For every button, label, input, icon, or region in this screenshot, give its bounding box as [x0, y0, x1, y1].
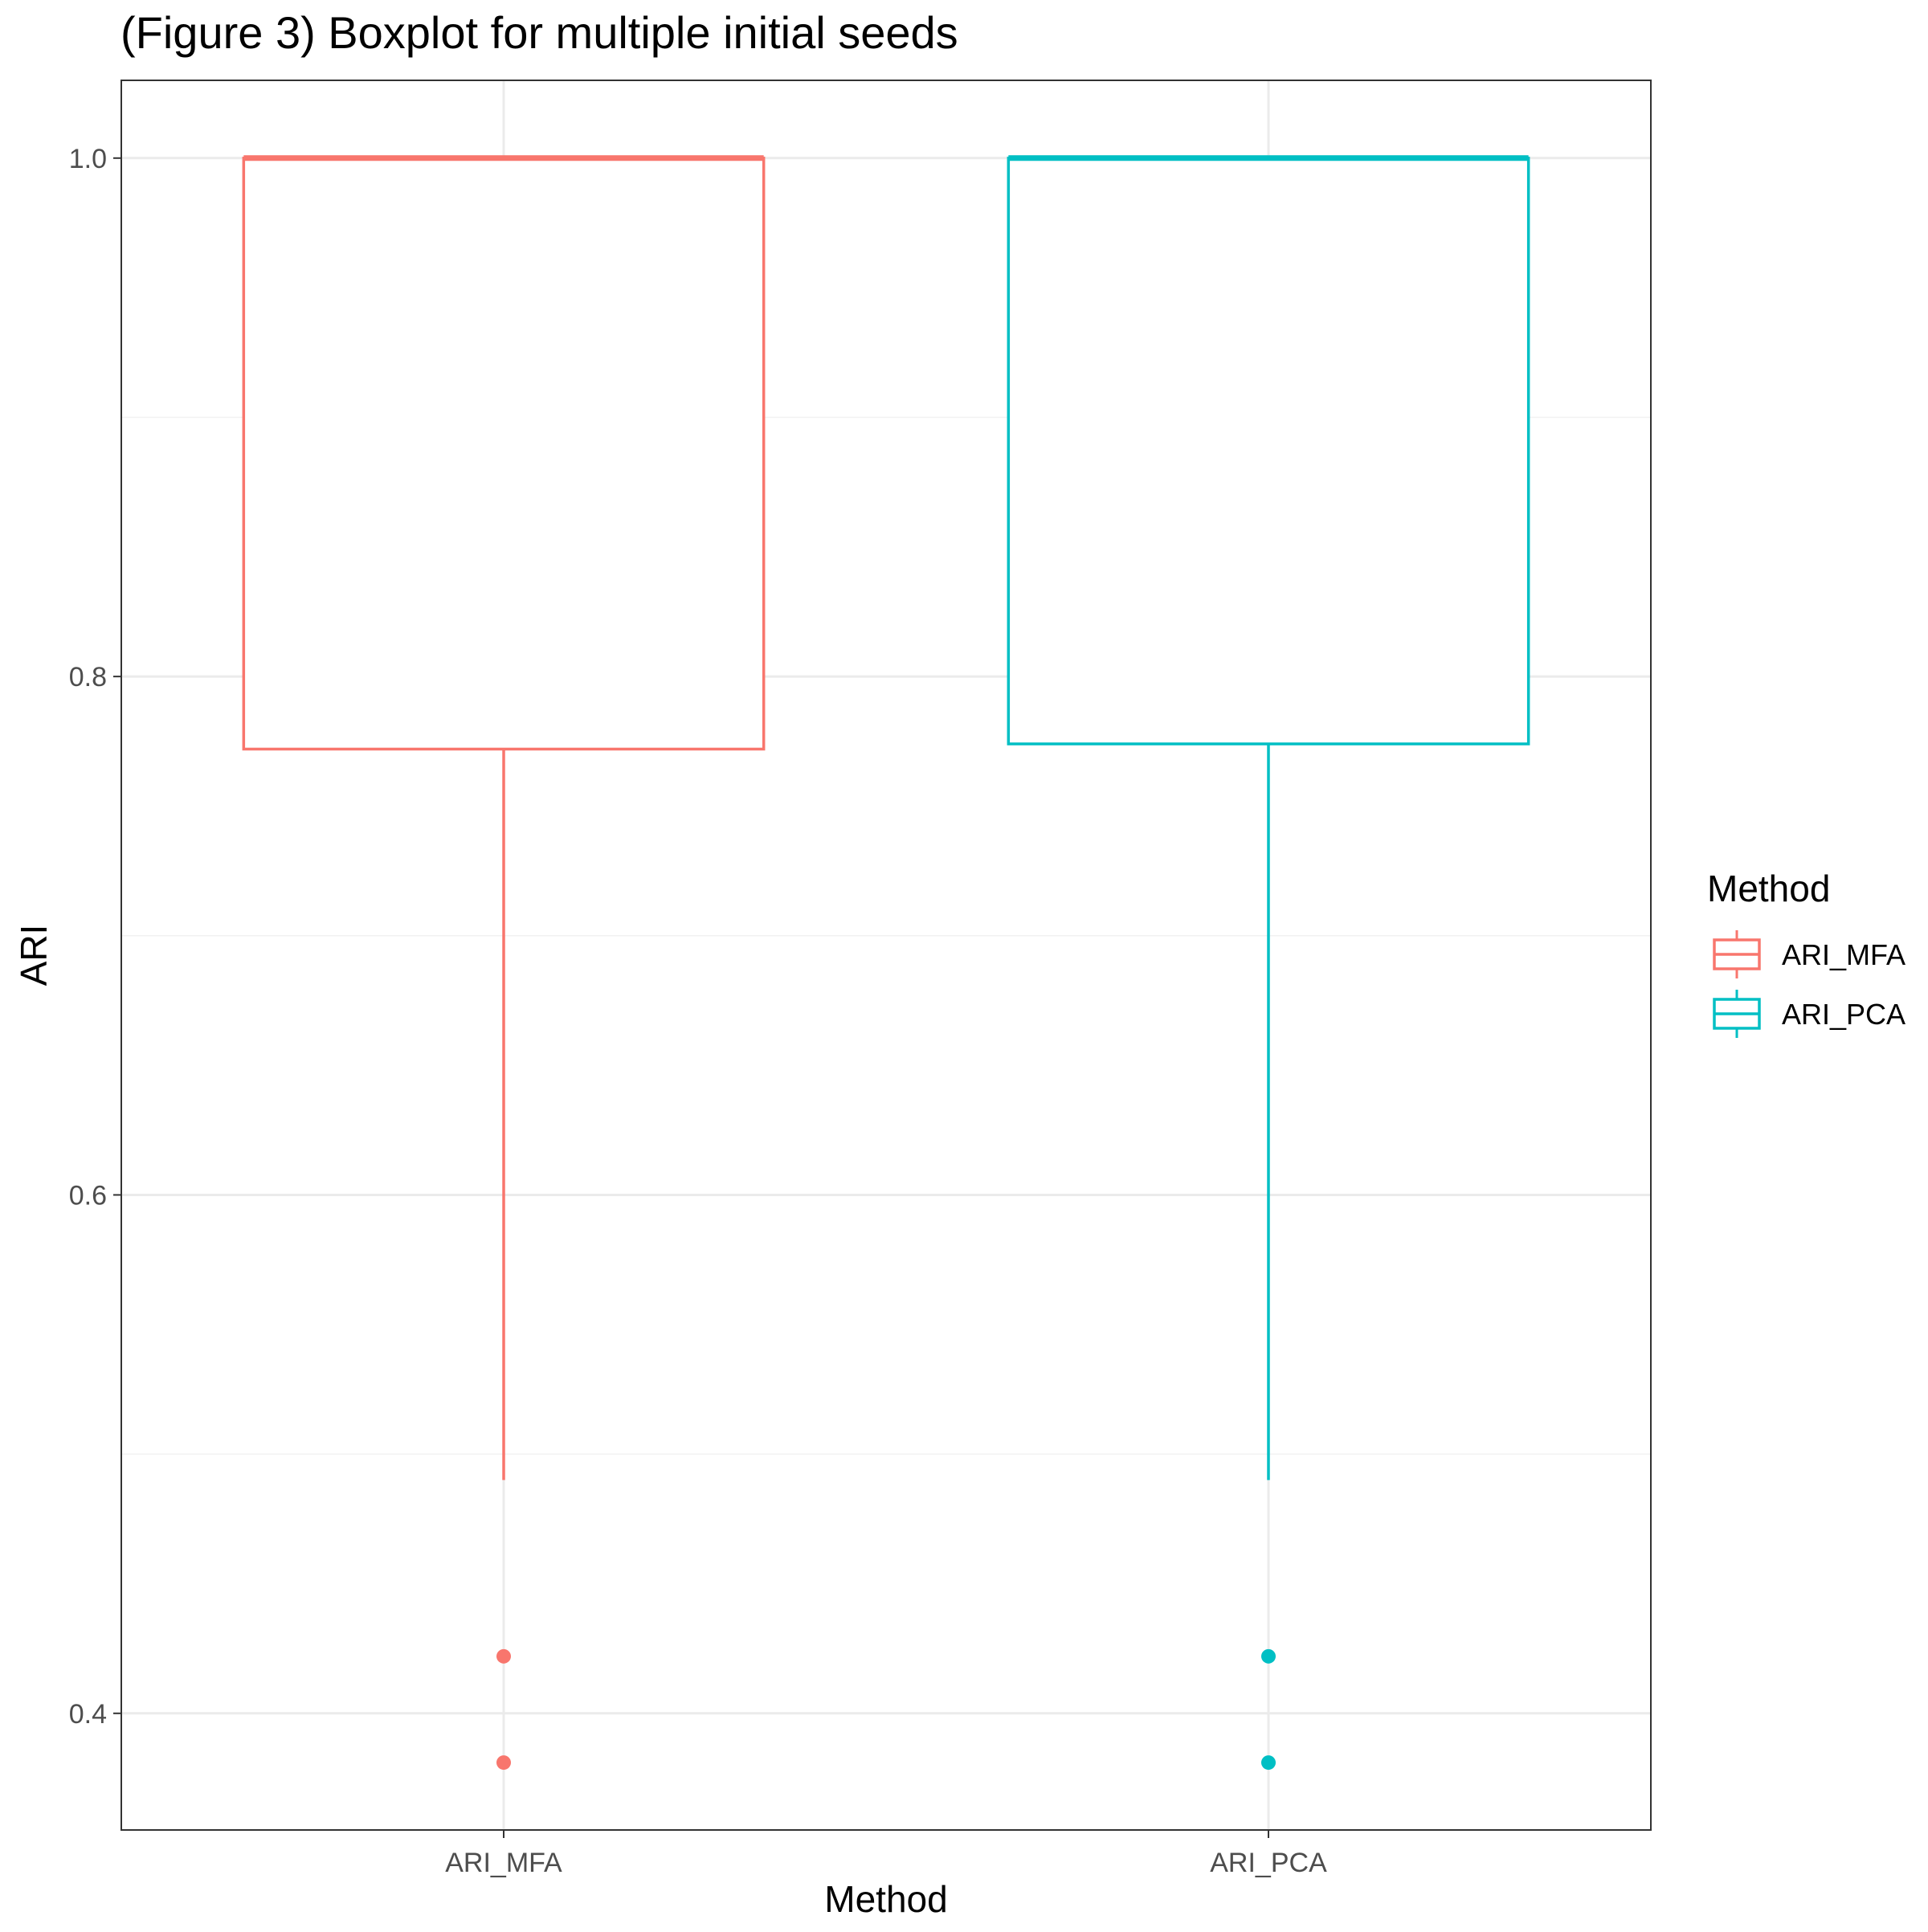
chart-title: (Figure 3) Boxplot for multiple initial …	[120, 7, 958, 58]
y-tick-label: 1.0	[69, 144, 107, 174]
iqr-box	[1007, 157, 1530, 745]
y-tick-label: 0.8	[69, 662, 107, 692]
outlier-point	[1261, 1648, 1276, 1664]
x-axis-title: Method	[824, 1878, 947, 1920]
legend-label: ARI_MFA	[1782, 938, 1906, 971]
y-tick-label: 0.6	[69, 1180, 107, 1211]
panel-border	[120, 80, 1652, 1831]
outlier-point	[496, 1755, 511, 1771]
outlier-point	[1261, 1755, 1276, 1771]
legend-item-ARI_PCA: ARI_PCA	[1713, 990, 1906, 1038]
box-ARI_PCA	[1007, 155, 1530, 1771]
marks-layer	[242, 155, 1530, 1771]
axes-layer: 0.4 0.6 0.8 1.0 ARI_MFA ARI_PCA	[69, 144, 1327, 1878]
box-ARI_MFA	[242, 155, 766, 1771]
y-tick-label: 0.4	[69, 1699, 107, 1730]
legend-keys: ARI_MFA ARI_PCA	[1713, 930, 1906, 1038]
iqr-box	[242, 157, 766, 751]
legend-title: Method	[1707, 868, 1830, 909]
legend: Method ARI_MFA ARI_PCA	[1707, 868, 1906, 1038]
x-tick-label: ARI_PCA	[1210, 1848, 1327, 1878]
y-axis-title: ARI	[13, 925, 55, 986]
outlier-point	[496, 1648, 511, 1664]
x-tick-label: ARI_MFA	[445, 1848, 562, 1878]
legend-label: ARI_PCA	[1782, 998, 1906, 1031]
legend-item-ARI_MFA: ARI_MFA	[1713, 930, 1906, 978]
